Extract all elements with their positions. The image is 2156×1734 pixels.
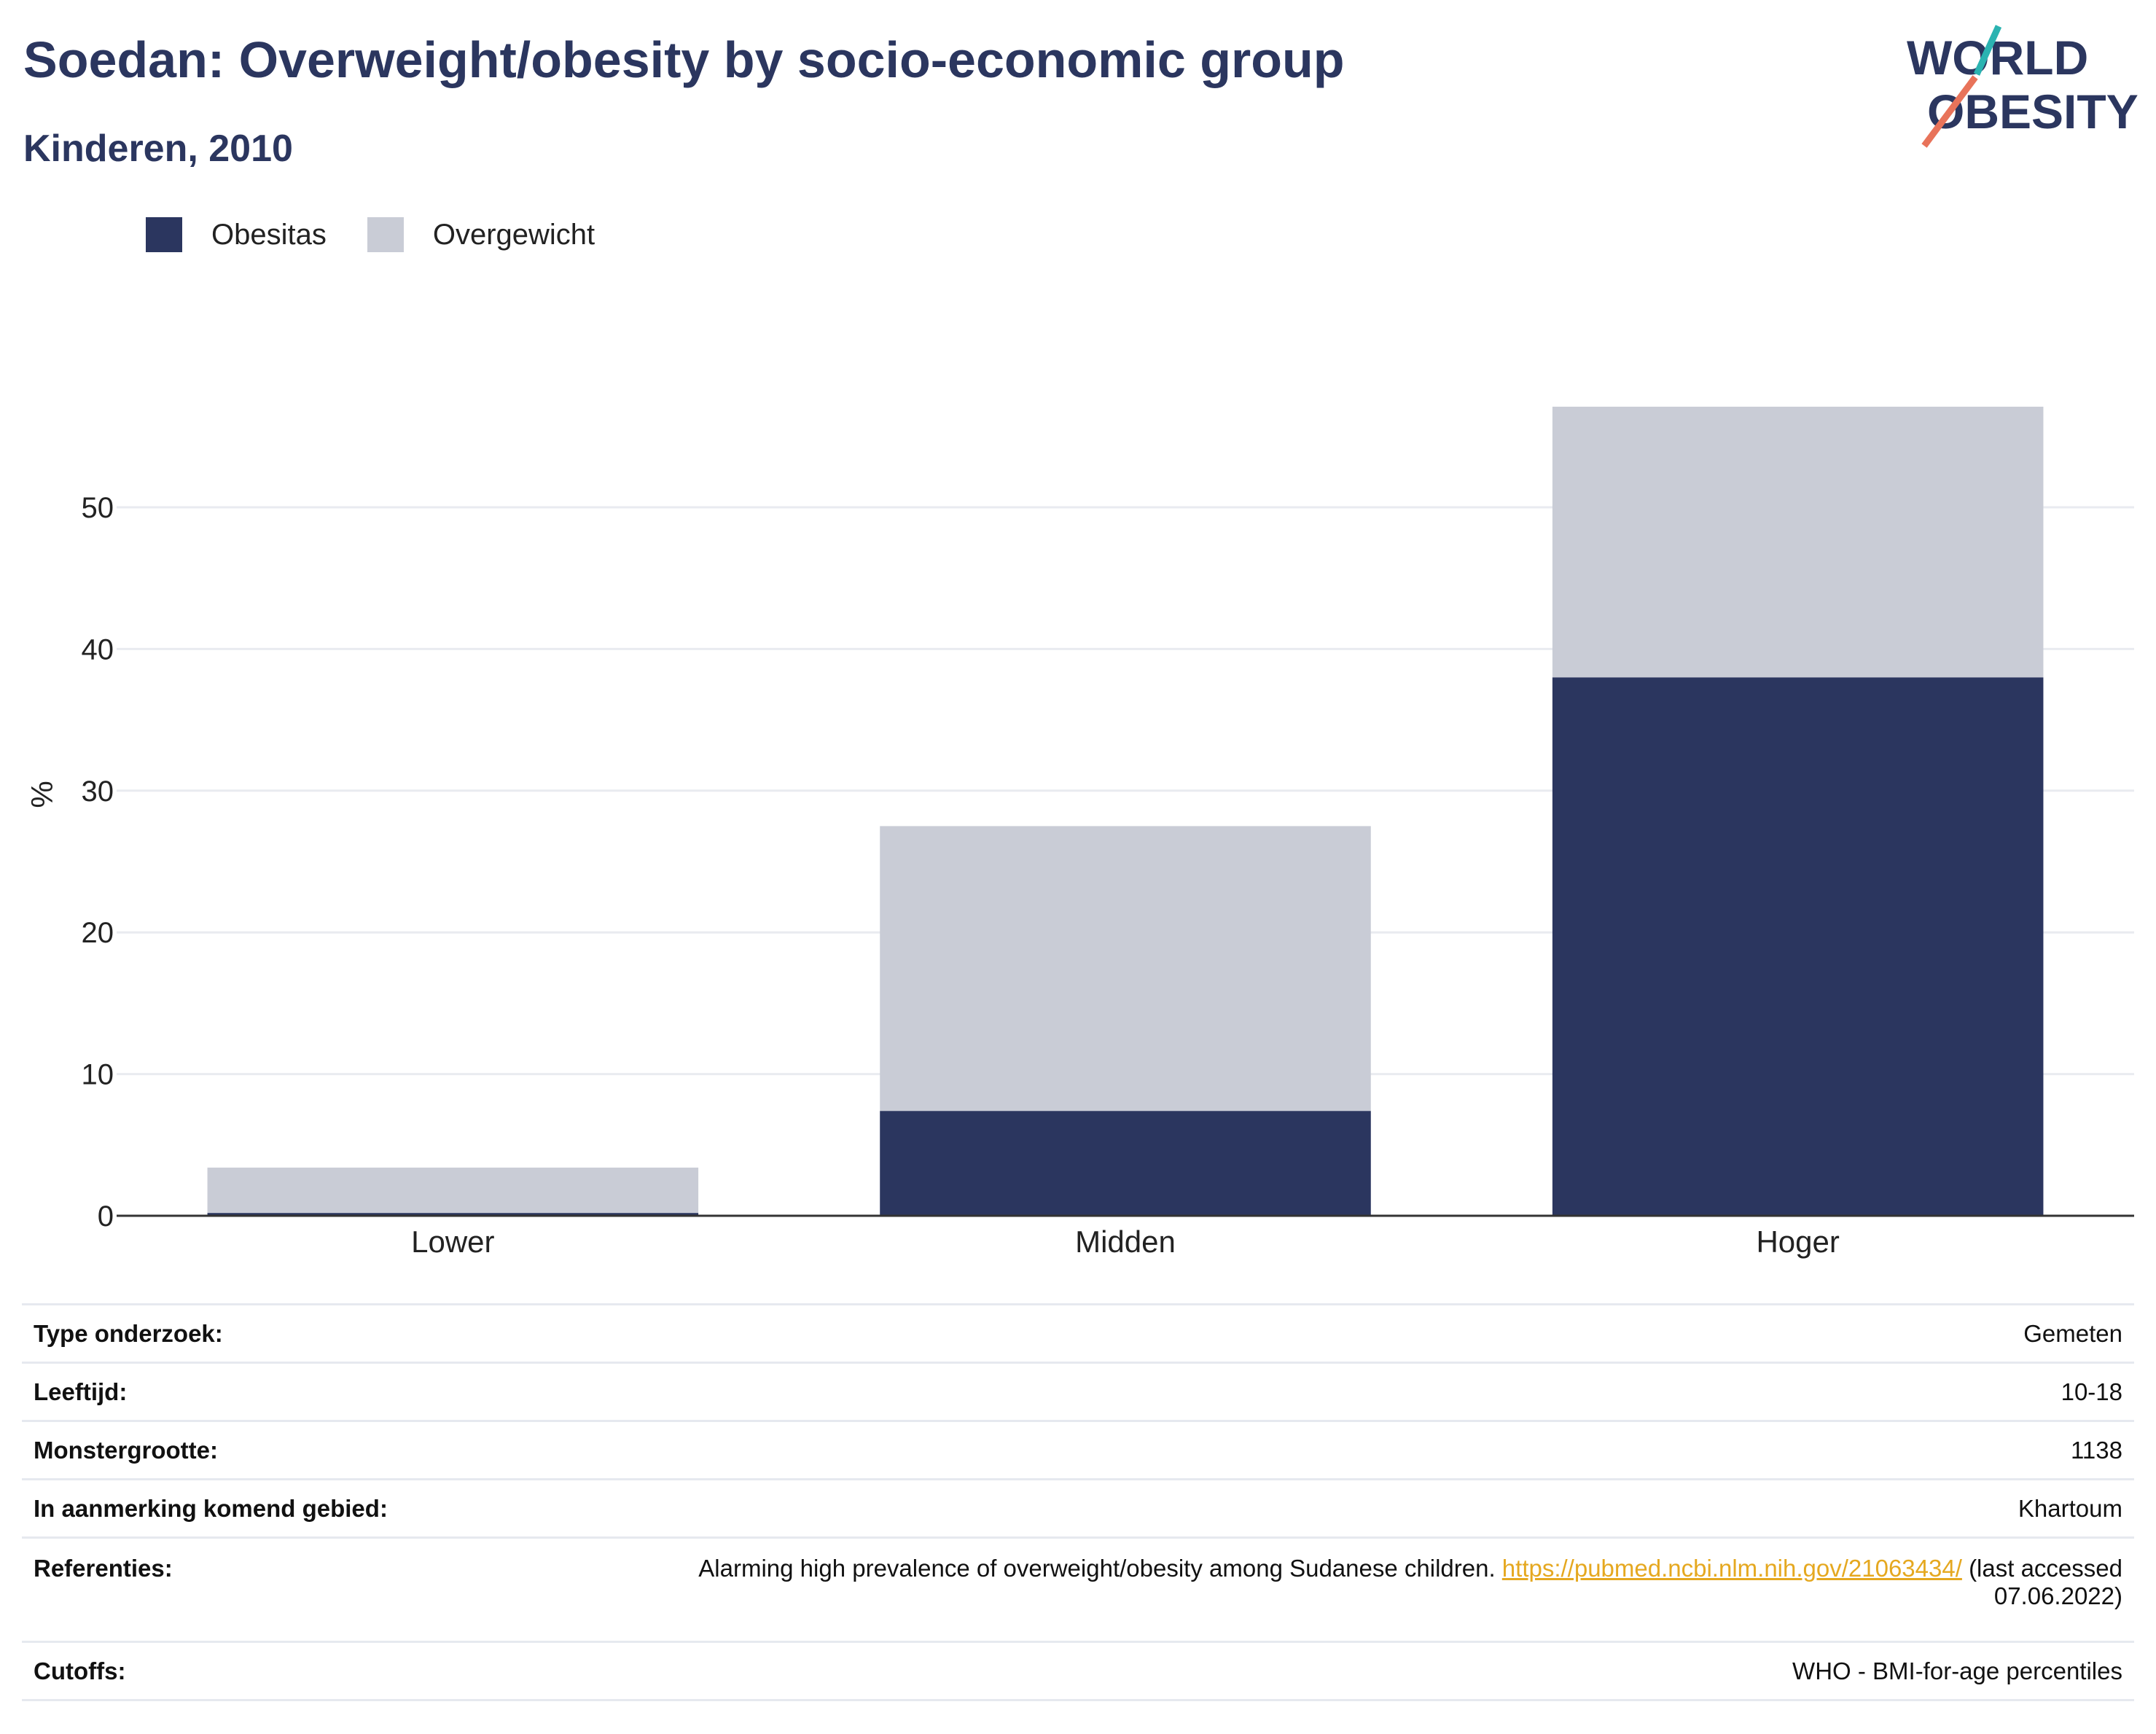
y-tick-label: 10 bbox=[82, 1059, 114, 1091]
y-tick-label: 30 bbox=[82, 776, 114, 808]
info-label: Monstergrootte: bbox=[22, 1420, 555, 1480]
x-tick-label: Hoger bbox=[1756, 1225, 1839, 1259]
y-axis-label: % bbox=[25, 781, 59, 808]
y-tick-label: 0 bbox=[98, 1200, 114, 1233]
chart-subtitle: Kinderen, 2010 bbox=[23, 128, 293, 170]
x-tick-label: Midden bbox=[1075, 1225, 1176, 1259]
info-row-cutoffs: Cutoffs: WHO - BMI-for-age percentiles bbox=[22, 1641, 2134, 1701]
info-value: 1138 bbox=[555, 1420, 2134, 1480]
info-table: Type onderzoek: Gemeten Leeftijd: 10-18 … bbox=[22, 1303, 2134, 1701]
reference-suffix-2: 07.06.2022) bbox=[1993, 1582, 2122, 1609]
info-row-sample-size: Monstergrootte: 1138 bbox=[22, 1420, 2134, 1480]
info-row-references: Referenties: Alarming high prevalence of… bbox=[22, 1536, 2134, 1642]
bar-overgewicht-lower bbox=[207, 1167, 699, 1214]
reference-suffix-1: (last accessed bbox=[1969, 1555, 2122, 1582]
x-tick-label: Lower bbox=[411, 1225, 494, 1259]
legend-item-obesitas[interactable]: Obesitas bbox=[146, 217, 327, 252]
info-row-type: Type onderzoek: Gemeten bbox=[22, 1303, 2134, 1363]
info-row-area: In aanmerking komend gebied: Khartoum bbox=[22, 1478, 2134, 1538]
bar-overgewicht-midden bbox=[880, 826, 1371, 1112]
y-tick-label: 20 bbox=[82, 917, 114, 949]
info-label: Cutoffs: bbox=[22, 1641, 555, 1701]
info-value: 10-18 bbox=[555, 1362, 2134, 1421]
legend-swatch-overgewicht bbox=[367, 217, 404, 252]
logo-line1: WORLD bbox=[1907, 31, 2088, 85]
legend-label-obesitas: Obesitas bbox=[211, 218, 327, 251]
info-label: Referenties: bbox=[22, 1536, 555, 1642]
stacked-bar-chart: 0 10 20 30 40 50% Lower Midden Hoger bbox=[25, 406, 2134, 1259]
logo-slash-bottom bbox=[1921, 75, 1978, 148]
reference-link[interactable]: https://pubmed.ncbi.nlm.nih.gov/21063434… bbox=[1501, 1555, 1962, 1582]
logo-slash-top bbox=[1973, 25, 2002, 76]
info-label: Type onderzoek: bbox=[22, 1303, 555, 1363]
y-tick-label: 50 bbox=[82, 492, 114, 524]
legend-swatch-obesitas bbox=[146, 217, 182, 252]
bar-obesitas-hoger bbox=[1552, 677, 2044, 1216]
bar-overgewicht-hoger bbox=[1552, 406, 2044, 678]
info-value: WHO - BMI-for-age percentiles bbox=[555, 1641, 2134, 1701]
bar-obesitas-midden bbox=[880, 1111, 1371, 1216]
world-obesity-logo: WORLD OBESITY bbox=[1907, 25, 2139, 148]
reference-text: Alarming high prevalence of overweight/o… bbox=[698, 1555, 1496, 1582]
info-label: Leeftijd: bbox=[22, 1362, 555, 1421]
info-value: Gemeten bbox=[555, 1303, 2134, 1363]
info-value: Khartoum bbox=[555, 1478, 2134, 1538]
bar-obesitas-lower bbox=[207, 1213, 699, 1216]
legend-item-overgewicht[interactable]: Overgewicht bbox=[367, 217, 595, 252]
info-label: In aanmerking komend gebied: bbox=[22, 1478, 555, 1538]
legend-label-overgewicht: Overgewicht bbox=[432, 218, 595, 251]
chart-legend: Obesitas Overgewicht bbox=[146, 217, 636, 252]
info-row-age: Leeftijd: 10-18 bbox=[22, 1362, 2134, 1421]
chart-title: Soedan: Overweight/obesity by socio-econ… bbox=[23, 31, 1345, 88]
info-value-references: Alarming high prevalence of overweight/o… bbox=[555, 1536, 2134, 1642]
y-tick-label: 40 bbox=[82, 633, 114, 665]
